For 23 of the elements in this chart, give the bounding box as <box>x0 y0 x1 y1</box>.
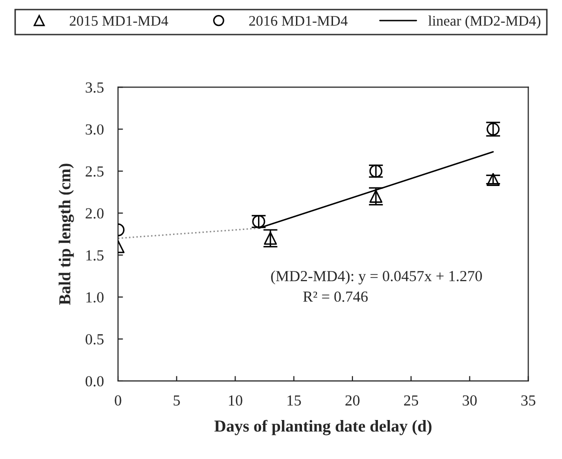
y-tick-label: 1.5 <box>86 250 104 261</box>
x-tick-label: 35 <box>521 395 536 406</box>
y-tick-label: 3.5 <box>86 82 104 93</box>
legend-label: linear (MD2-MD4) <box>428 16 540 29</box>
y-tick-label: 2.5 <box>86 166 104 177</box>
x-tick-label: 15 <box>288 395 301 406</box>
annotation: (MD2-MD4): y = 0.0457x + 1.270 <box>271 270 482 284</box>
x-tick-label: 20 <box>345 395 360 406</box>
y-tick-label: 0.0 <box>86 376 104 386</box>
y-tick-label: 3.0 <box>86 124 104 135</box>
y-tick-label: 0.5 <box>86 334 104 345</box>
annotation: R² = 0.746 <box>303 291 368 302</box>
y-tick-label: 2.0 <box>86 208 104 219</box>
y-axis-title: Bald tip length (cm) <box>58 164 74 305</box>
x-tick-label: 30 <box>462 395 477 406</box>
x-tick-label: 10 <box>228 395 242 406</box>
x-axis-title: Days of planting date delay (d) <box>214 420 432 436</box>
x-tick-label: 0 <box>114 395 122 406</box>
legend-label: 2016 MD1-MD4 <box>249 16 348 26</box>
y-tick-label: 1.0 <box>86 292 104 303</box>
x-tick-label: 5 <box>174 395 180 406</box>
legend-label: 2015 MD1-MD4 <box>70 16 168 26</box>
x-tick-label: 25 <box>404 395 418 406</box>
